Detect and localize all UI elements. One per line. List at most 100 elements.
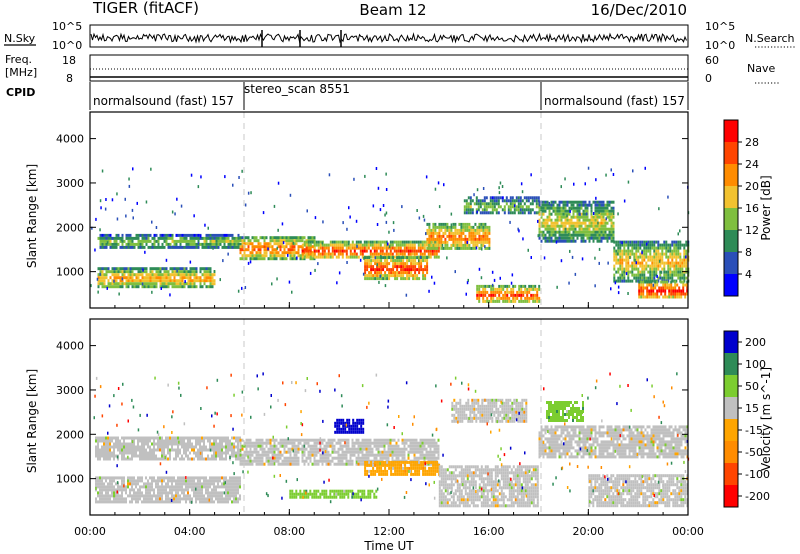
data-band: [638, 280, 689, 299]
nsky-tick-top: 10^5: [52, 20, 82, 33]
colorbar-swatch: [724, 331, 738, 354]
colorbar-tick-label: 15: [745, 402, 759, 415]
colorbar-swatch: [724, 274, 738, 297]
x-tick-label: 00:00: [672, 525, 704, 538]
colorbar-swatch: [724, 397, 738, 420]
cpid-segment-2: stereo_scan 8551: [244, 82, 350, 96]
colorbar-swatch: [724, 252, 738, 275]
colorbar-tick-label: -50: [745, 446, 763, 459]
colorbar-tick-label: 28: [745, 136, 759, 149]
colorbar-swatch: [724, 186, 738, 209]
colorbar-tick-label: 100: [745, 358, 766, 371]
colorbar-tick-label: -200: [745, 490, 770, 503]
freq-tick-top: 18: [62, 54, 76, 67]
colorbar-tick-label: 50: [745, 380, 759, 393]
power-colorbar-label: Power [dB]: [759, 175, 773, 240]
freq-label: Freq.: [5, 53, 32, 66]
freq-panel: Freq. [MHz] 18 8 60 0 Nave: [5, 53, 780, 85]
colorbar-swatch: [724, 230, 738, 253]
cpid-segment-1: normalsound (fast) 157: [93, 94, 234, 108]
colorbar-tick-label: 20: [745, 180, 759, 193]
colorbar-swatch: [724, 353, 738, 376]
colorbar-swatch: [724, 441, 738, 464]
data-band: [546, 401, 584, 422]
colorbar-swatch: [724, 485, 738, 508]
freq-tick-bottom: 8: [66, 72, 73, 85]
x-tick-label: 08:00: [273, 525, 305, 538]
data-band: [97, 267, 216, 289]
colorbar-swatch: [724, 375, 738, 398]
cpid-panel: CPID normalsound (fast) 157 stereo_scan …: [6, 82, 689, 110]
scatter-speckle: [90, 166, 690, 297]
beam-label: Beam 12: [359, 1, 426, 19]
power-colorbar: 28 24 20 16 12 8 4 Power [dB]: [723, 119, 773, 297]
data-band: [364, 256, 429, 281]
nave-label: Nave: [747, 62, 775, 75]
data-band: [538, 425, 689, 459]
x-tick-label: 20:00: [572, 525, 604, 538]
data-band: [588, 474, 689, 508]
data-band: [476, 284, 541, 303]
colorbar-swatch: [724, 142, 738, 165]
nsky-trace: [90, 30, 687, 47]
colorbar-tick-label: 12: [745, 224, 759, 237]
cpid-label: CPID: [6, 86, 35, 99]
data-band: [334, 418, 365, 434]
velocity-colorbar-label: Velocity [m s^-1]: [759, 367, 773, 471]
power-yticks: 1000 2000 3000 4000: [56, 133, 688, 279]
colorbar-tick-label: 8: [745, 246, 752, 259]
x-tick-label: 16:00: [473, 525, 505, 538]
y-tick-label: 2000: [56, 428, 84, 441]
freq-unit: [MHz]: [5, 66, 37, 79]
nsearch-tick-top: 10^5: [705, 20, 735, 33]
x-tick-label: 00:00: [74, 525, 106, 538]
colorbar-tick-label: 4: [745, 268, 752, 281]
colorbar-swatch: [724, 164, 738, 187]
data-band: [538, 200, 615, 243]
nsky-label: N.Sky: [4, 32, 36, 45]
colorbar-swatch: [724, 120, 738, 143]
time-axis-ticks: 00:00 04:00 08:00 12:00 16:00 20:00 00:00: [74, 302, 704, 538]
colorbar-tick-label: 24: [745, 158, 759, 171]
power-ylabel: Slant Range [km]: [25, 164, 39, 268]
data-band: [95, 476, 241, 504]
scatter-speckle: [93, 372, 690, 504]
power-panel: Slant Range [km] 1000 2000 3000 4000: [25, 111, 690, 309]
velocity-colorbar: 200 100 50 15 -15 -50 -100 -200 Velocity [m s^-…: [723, 330, 773, 508]
x-tick-label: 12:00: [373, 525, 405, 538]
y-tick-label: 3000: [56, 384, 84, 397]
data-band: [289, 489, 378, 499]
radar-title: TIGER (fitACF): [92, 0, 199, 17]
nsearch-tick-bottom: 10^0: [705, 39, 735, 52]
time-axis-label: Time UT: [363, 539, 414, 553]
colorbar-tick-label: 16: [745, 202, 759, 215]
nave-tick-top: 60: [705, 54, 719, 67]
y-tick-label: 1000: [56, 266, 84, 279]
velocity-ylabel: Slant Range [km]: [25, 369, 39, 473]
velocity-yticks: 1000 2000 3000 4000: [56, 340, 688, 486]
y-tick-label: 4000: [56, 340, 84, 353]
date-label: 16/Dec/2010: [591, 1, 687, 19]
nsearch-label: N.Search: [745, 32, 795, 45]
velocity-bands: [93, 372, 690, 508]
power-bands: [90, 166, 690, 303]
x-tick-label: 04:00: [174, 525, 206, 538]
y-tick-label: 2000: [56, 221, 84, 234]
colorbar-swatch: [724, 208, 738, 231]
nsky-panel: N.Sky 10^5 10^0 10^5 10^0 N.Search: [4, 20, 796, 52]
data-band: [364, 460, 441, 476]
colorbar-swatch: [724, 419, 738, 442]
y-tick-label: 4000: [56, 133, 84, 146]
y-tick-label: 1000: [56, 473, 84, 486]
data-band: [438, 465, 539, 508]
data-band: [451, 398, 528, 423]
data-band: [613, 240, 690, 283]
data-band: [426, 222, 491, 250]
nsky-tick-bottom: 10^0: [52, 39, 82, 52]
y-tick-label: 3000: [56, 177, 84, 190]
colorbar-tick-label: 200: [745, 336, 766, 349]
cpid-segment-3: normalsound (fast) 157: [544, 94, 685, 108]
data-band: [95, 436, 241, 461]
